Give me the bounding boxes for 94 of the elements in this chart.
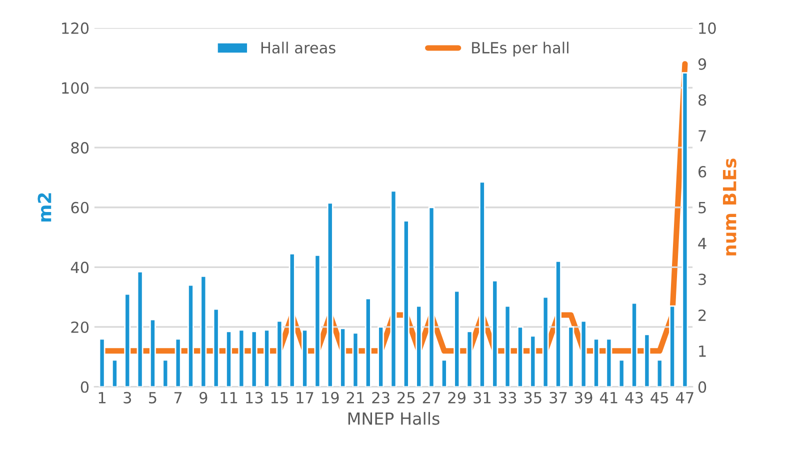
bar xyxy=(124,293,131,387)
y-tick-label: 100 xyxy=(62,82,89,94)
bar xyxy=(478,181,486,387)
bar xyxy=(530,335,536,387)
bar xyxy=(504,305,511,387)
y2-tick-label: 3 xyxy=(698,274,706,286)
bar xyxy=(212,308,220,387)
bar xyxy=(364,298,372,387)
y2-axis-title: num BLEs xyxy=(722,158,736,256)
x-tick-label: 11 xyxy=(220,392,238,404)
y2-tick-label: 2 xyxy=(698,309,706,321)
bar xyxy=(440,359,448,387)
y-tick-label: 80 xyxy=(71,142,89,154)
y2-tick-label: 7 xyxy=(698,130,706,142)
bar xyxy=(378,326,384,387)
x-tick-label: 15 xyxy=(271,392,288,404)
y2-tick-label: 10 xyxy=(699,22,716,34)
x-tick-label: 45 xyxy=(650,392,668,404)
bar xyxy=(454,290,460,387)
bar xyxy=(466,330,473,387)
x-tick-label: 19 xyxy=(322,392,339,404)
y-tick-label: 60 xyxy=(71,202,89,214)
x-tick-label: 5 xyxy=(149,392,156,404)
y2-tick-label: 5 xyxy=(698,202,706,214)
bar xyxy=(428,206,435,387)
x-tick-label: 47 xyxy=(676,392,694,404)
bar xyxy=(226,330,232,387)
bar xyxy=(416,305,422,387)
bar xyxy=(314,254,321,387)
x-tick-label: 39 xyxy=(575,392,592,404)
bar xyxy=(238,329,245,387)
x-tick-label: 33 xyxy=(498,392,516,404)
x-tick-label: 3 xyxy=(124,392,132,404)
x-tick-label: 13 xyxy=(246,392,263,404)
bar xyxy=(111,359,118,387)
bar xyxy=(250,330,258,387)
x-tick-label: 17 xyxy=(296,392,314,404)
bar xyxy=(644,334,650,387)
bar xyxy=(555,260,562,387)
bar xyxy=(264,329,270,387)
bar xyxy=(200,275,207,387)
y-tick-label: 40 xyxy=(70,262,89,274)
y2-tick-label: 8 xyxy=(698,94,706,106)
y-tick-label: 20 xyxy=(71,321,89,333)
y-axis-title: m2 xyxy=(38,193,52,222)
bar xyxy=(682,72,688,387)
bar xyxy=(606,338,612,387)
bar xyxy=(516,326,524,387)
x-tick-label: 21 xyxy=(346,392,364,404)
bar xyxy=(568,326,574,387)
x-tick-label: 1 xyxy=(98,392,106,404)
x-tick-label: 7 xyxy=(174,392,182,404)
bar xyxy=(276,320,283,387)
x-tick-label: 25 xyxy=(398,392,415,404)
bar xyxy=(340,328,346,387)
bar xyxy=(162,359,169,387)
bar xyxy=(352,332,359,387)
y2-tick-label: 4 xyxy=(698,238,706,250)
bar xyxy=(188,284,194,387)
bar xyxy=(174,338,182,387)
x-axis-title: MNEP Halls xyxy=(348,412,440,425)
y-tick-label: 120 xyxy=(62,22,89,34)
bar xyxy=(580,320,587,387)
x-tick-label: 37 xyxy=(550,392,567,404)
x-tick-label: 31 xyxy=(474,392,491,404)
bar xyxy=(669,305,676,387)
bar xyxy=(593,338,600,387)
bar xyxy=(492,280,498,387)
legend-label: BLEs per hall xyxy=(472,42,568,56)
bar xyxy=(631,302,638,387)
bar xyxy=(98,338,106,387)
x-tick-label: 29 xyxy=(448,392,466,404)
y-tick-label: 0 xyxy=(80,381,89,393)
bar xyxy=(136,270,144,387)
bar xyxy=(402,220,410,387)
x-tick-label: 43 xyxy=(625,392,643,404)
x-tick-label: 23 xyxy=(372,392,390,404)
y2-tick-label: 9 xyxy=(698,58,706,70)
x-tick-label: 27 xyxy=(422,392,440,404)
y2-tick-label: 0 xyxy=(698,381,706,393)
legend-label: Hall areas xyxy=(261,42,336,54)
bar xyxy=(288,253,296,387)
bar xyxy=(618,359,625,387)
y2-tick-label: 6 xyxy=(698,166,706,178)
x-tick-label: 9 xyxy=(200,392,208,404)
bar xyxy=(656,359,663,387)
bar xyxy=(542,296,549,387)
x-tick-label: 41 xyxy=(600,392,618,404)
bar xyxy=(326,202,334,387)
bar xyxy=(302,329,308,387)
x-tick-label: 35 xyxy=(524,392,542,404)
y2-tick-label: 1 xyxy=(699,346,706,357)
bar xyxy=(150,318,156,387)
bar xyxy=(390,190,397,387)
